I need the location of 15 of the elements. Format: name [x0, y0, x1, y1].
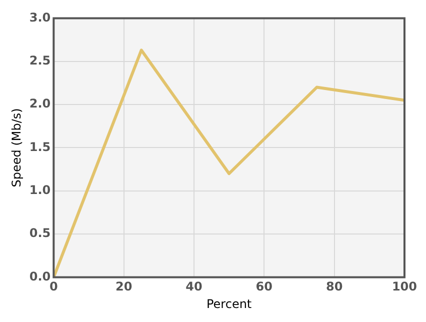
x-tick-label: 20 — [115, 280, 132, 294]
x-tick-label: 100 — [392, 280, 418, 294]
y-tick-label: 2.0 — [29, 96, 51, 111]
y-tick-label: 0.0 — [29, 269, 51, 284]
x-tick-label: 60 — [256, 280, 272, 294]
y-tick-label: 2.5 — [29, 53, 51, 68]
x-tick-label: 80 — [326, 280, 343, 294]
y-tick-label: 1.0 — [29, 182, 51, 197]
x-axis-title: Percent — [206, 296, 252, 311]
y-tick-label: 3.0 — [29, 10, 51, 24]
x-tick-label: 40 — [186, 280, 202, 294]
y-axis-title: Speed (Mb/s) — [9, 108, 24, 188]
y-tick-label: 0.5 — [29, 226, 51, 240]
x-tick-label: 0 — [49, 280, 58, 294]
y-tick-label: 1.5 — [29, 140, 51, 154]
